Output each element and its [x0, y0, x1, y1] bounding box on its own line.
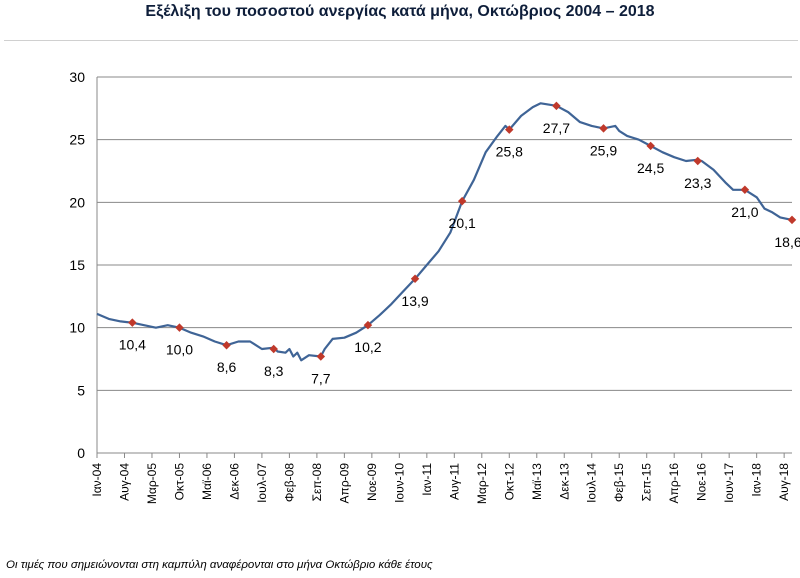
x-tick-label: Μαρ-12 — [475, 463, 489, 504]
october-marker — [222, 340, 231, 350]
y-tick-label: 20 — [69, 194, 85, 210]
data-label: 10,0 — [166, 342, 193, 358]
october-marker — [363, 320, 373, 330]
y-tick-label: 15 — [69, 257, 85, 273]
october-marker — [410, 274, 420, 284]
x-tick-label: Φεβ-08 — [282, 463, 296, 502]
october-marker — [599, 124, 608, 133]
data-label: 23,3 — [684, 175, 711, 191]
x-tick-label: Ιουν-10 — [392, 463, 406, 503]
y-tick-label: 10 — [69, 320, 85, 336]
y-tick-label: 30 — [69, 69, 85, 85]
x-tick-label: Αυγ-18 — [777, 463, 791, 501]
october-markers — [128, 101, 797, 361]
data-label: 8,3 — [264, 363, 284, 379]
series-line — [96, 102, 793, 362]
unemployment-line-chart: 0 5 10 15 20 25 30 Ιαν-04 Αυγ-04 Μαρ-05 Οκτ-05 Μαϊ… — [69, 69, 800, 504]
data-label: 20,1 — [449, 215, 476, 231]
x-tick-label: Ιαν-04 — [90, 463, 104, 497]
y-tick-label: 0 — [77, 445, 85, 461]
data-label: 25,8 — [496, 144, 523, 160]
x-tick-label: Ιουν-17 — [722, 463, 736, 503]
x-tick-label: Νοε-16 — [695, 463, 709, 501]
footnote: Οι τιμές που σημειώνονται στη καμπύλη αν… — [6, 559, 433, 571]
y-tick-label: 25 — [69, 132, 85, 148]
data-label: 8,6 — [217, 359, 237, 375]
x-tick-label: Ιαν-18 — [750, 463, 764, 497]
x-tick-label: Σεπ-08 — [310, 463, 324, 502]
x-tick-label: Απρ-16 — [667, 463, 681, 504]
data-label: 21,0 — [731, 204, 758, 220]
x-tick-label: Μαϊ-13 — [530, 463, 544, 500]
x-tick-label: Οκτ-05 — [172, 463, 186, 501]
x-tick-label: Αυγ-04 — [117, 463, 131, 501]
x-tick-label: Αυγ-11 — [447, 463, 461, 500]
october-marker — [269, 344, 278, 354]
y-tick-label: 5 — [77, 382, 85, 398]
october-marker — [128, 318, 137, 327]
chart-frame — [4, 40, 798, 551]
october-marker — [787, 215, 797, 225]
x-tick-label: Οκτ-12 — [502, 463, 516, 501]
october-marker — [457, 196, 467, 206]
x-tick-label: Ιαν-11 — [420, 463, 434, 496]
data-label: 7,7 — [311, 370, 331, 386]
x-tick-label: Ιουλ-14 — [585, 463, 599, 503]
x-tick-label: Δεκ-13 — [557, 463, 571, 500]
data-label: 27,7 — [543, 120, 570, 136]
data-label: 24,5 — [637, 160, 664, 176]
chart-title: Εξέλιξη του ποσοστού ανεργίας κατά μήνα,… — [145, 3, 655, 20]
y-axis-ticks: 0 5 10 15 20 25 30 — [69, 69, 85, 461]
x-tick-label: Ιουλ-07 — [255, 463, 269, 503]
october-marker — [693, 156, 703, 166]
data-label: 10,4 — [119, 337, 146, 353]
x-axis: Ιαν-04 Αυγ-04 Μαρ-05 Οκτ-05 Μαϊ-06 Δεκ-06 Ιουλ… — [90, 77, 791, 504]
october-marker — [175, 323, 184, 332]
x-tick-label: Μαρ-05 — [145, 463, 159, 504]
october-marker — [316, 352, 326, 361]
data-label: 10,2 — [354, 339, 381, 355]
october-marker — [552, 101, 561, 111]
x-tick-label: Φεβ-15 — [612, 463, 626, 502]
x-tick-label: Σεπ-15 — [640, 463, 654, 502]
october-marker — [646, 141, 655, 151]
data-label: 25,9 — [590, 142, 617, 158]
x-tick-label: Δεκ-06 — [227, 463, 241, 500]
data-labels: 10,4 10,0 8,6 8,3 7,7 10,2 13,9 20,1 25,8 27,7 25,… — [119, 120, 800, 387]
october-marker — [505, 125, 514, 134]
x-tick-label: Μαϊ-06 — [200, 463, 214, 500]
series-unemployment — [96, 102, 793, 362]
data-label: 18,6 — [774, 234, 800, 250]
x-tick-label: Απρ-09 — [337, 463, 351, 504]
x-tick-label: Νοε-09 — [365, 463, 379, 501]
gridlines — [97, 76, 792, 454]
data-label: 13,9 — [401, 293, 428, 309]
